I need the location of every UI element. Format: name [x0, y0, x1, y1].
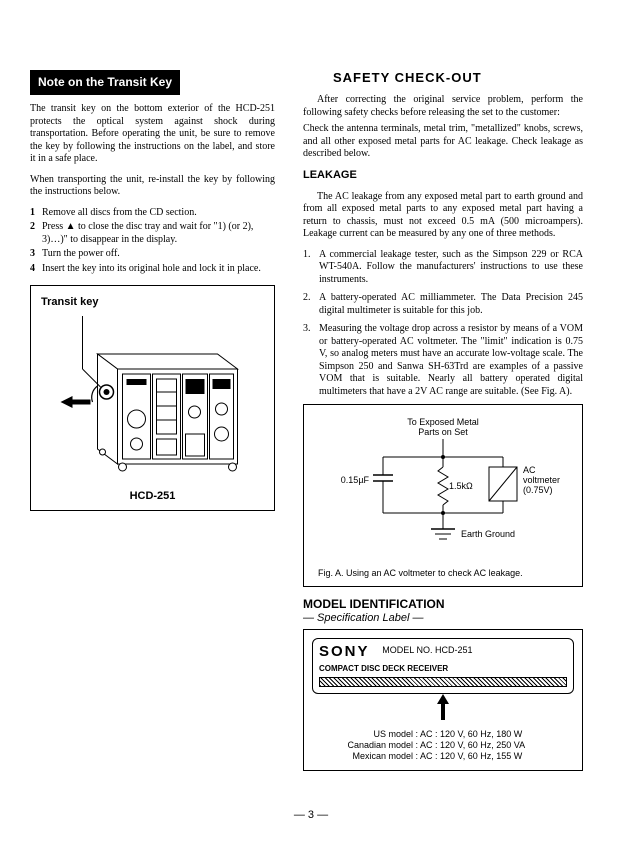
step-text: Turn the power off. [42, 248, 275, 261]
step-text: Press ▲ to close the disc tray and wait … [42, 221, 275, 246]
model-name: Mexican model [328, 751, 413, 762]
model-spec: AC : 120 V, 60 Hz, 180 W [420, 729, 522, 739]
step-number: 2 [30, 221, 42, 246]
method-number: 2. [303, 292, 319, 317]
left-column: Note on the Transit Key The transit key … [30, 70, 275, 771]
specification-label-plate: SONY MODEL NO. HCD-251 COMPACT DISC DECK… [312, 638, 574, 694]
note-on-transit-key-header: Note on the Transit Key [30, 70, 180, 95]
transit-para-2: When transporting the unit, re-install t… [30, 174, 275, 199]
transit-steps: 1Remove all discs from the CD section. 2… [30, 207, 275, 276]
model-identification-heading: MODEL IDENTIFICATION [303, 597, 583, 612]
model-variant-list: US model : AC : 120 V, 60 Hz, 180 W Cana… [328, 729, 574, 763]
figure-a-box: To Exposed Metal Parts on Set 0.15µF 1.5… [303, 404, 583, 587]
method-text: A commercial leakage tester, such as the… [319, 249, 583, 287]
svg-text:AC: AC [523, 465, 536, 475]
method-text: Measuring the voltage drop across a resi… [319, 323, 583, 398]
model-number-text: MODEL NO. HCD-251 [382, 645, 472, 655]
svg-text:Parts on Set: Parts on Set [418, 427, 468, 437]
specification-label-heading: — Specification Label — [303, 612, 583, 626]
method-number: 1. [303, 249, 319, 287]
leakage-methods-list: 1.A commercial leakage tester, such as t… [303, 249, 583, 399]
figure-a-schematic: To Exposed Metal Parts on Set 0.15µF 1.5… [310, 413, 576, 563]
model-name: US model [328, 729, 413, 740]
safety-para-1: After correcting the original service pr… [303, 94, 583, 119]
safety-para-2: Check the antenna terminals, metal trim,… [303, 123, 583, 161]
hatched-strip [319, 677, 567, 687]
model-spec: AC : 120 V, 60 Hz, 155 W [420, 751, 522, 761]
right-column: SAFETY CHECK-OUT After correcting the or… [303, 70, 583, 771]
safety-checkout-heading: SAFETY CHECK-OUT [333, 70, 583, 86]
svg-text:1.5kΩ: 1.5kΩ [449, 481, 473, 491]
figure-a-caption: Fig. A. Using an AC voltmeter to check A… [318, 568, 576, 579]
leakage-para: The AC leakage from any exposed metal pa… [303, 191, 583, 241]
step-number: 1 [30, 207, 42, 220]
transit-para-1: The transit key on the bottom exterior o… [30, 103, 275, 166]
model-spec: AC : 120 V, 60 Hz, 250 VA [420, 740, 525, 750]
deck-receiver-text: COMPACT DISC DECK RECEIVER [319, 664, 567, 674]
method-text: A battery-operated AC milliammeter. The … [319, 292, 583, 317]
transit-key-label: Transit key [41, 296, 98, 310]
svg-text:0.15µF: 0.15µF [341, 475, 370, 485]
svg-text:To Exposed Metal: To Exposed Metal [407, 417, 479, 427]
step-text: Insert the key into its original hole an… [42, 263, 275, 276]
transit-key-illustration [41, 314, 264, 484]
model-name: Canadian model [328, 740, 413, 751]
arrow-up-icon [437, 694, 449, 720]
method-number: 3. [303, 323, 319, 398]
transit-key-figure-box: Transit key [30, 285, 275, 511]
transit-caption: HCD-251 [41, 490, 264, 504]
svg-text:Earth Ground: Earth Ground [461, 529, 515, 539]
svg-text:voltmeter: voltmeter [523, 475, 560, 485]
leakage-heading: LEAKAGE [303, 169, 583, 183]
step-text: Remove all discs from the CD section. [42, 207, 275, 220]
model-label-box: SONY MODEL NO. HCD-251 COMPACT DISC DECK… [303, 629, 583, 771]
sony-logo-text: SONY [319, 643, 370, 662]
svg-text:(0.75V): (0.75V) [523, 485, 553, 495]
page-number: — 3 — [0, 809, 622, 823]
step-number: 3 [30, 248, 42, 261]
step-number: 4 [30, 263, 42, 276]
